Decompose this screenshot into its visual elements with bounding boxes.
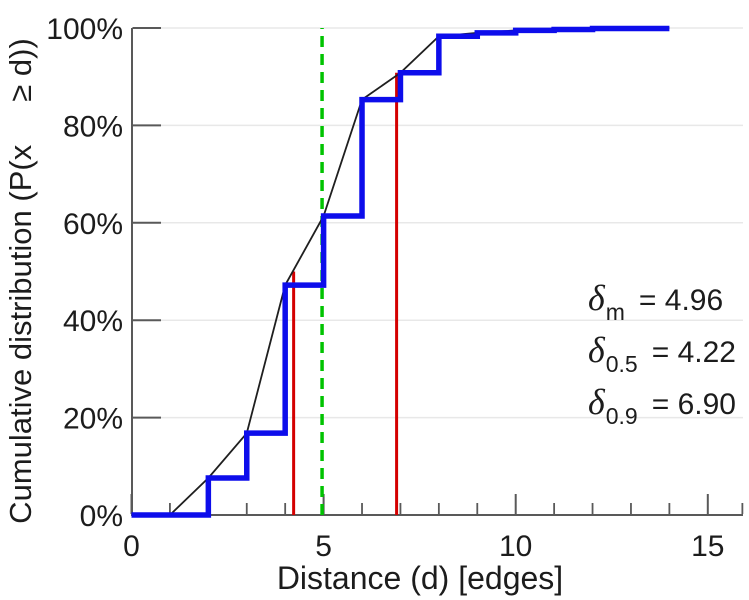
delta-subscript: m xyxy=(605,299,625,325)
y-axis-title: Cumulative distribution (P(x ≥ d)) xyxy=(3,38,38,524)
delta-value: = 4.96 xyxy=(638,284,724,317)
y-tick-label: 20% xyxy=(63,403,123,436)
cdf-step-line xyxy=(131,25,670,518)
x-tick-label: 0 xyxy=(123,530,140,563)
delta-value: = 6.90 xyxy=(651,388,736,421)
delta-symbol: δ xyxy=(588,330,605,370)
y-tick-label: 80% xyxy=(63,110,123,143)
x-axis-title: Distance (d) [edges] xyxy=(276,560,564,596)
y-tick-label: 40% xyxy=(63,305,123,338)
y-tick-label: 60% xyxy=(63,208,123,241)
stats-annotations: δm = 4.96 δ0.5 = 4.22 δ0.9 = 6.90 xyxy=(588,272,736,429)
delta-symbol: δ xyxy=(588,382,605,422)
delta-subscript: 0.9 xyxy=(605,403,638,429)
mean-annotation: δm = 4.96 xyxy=(588,272,736,325)
delta-symbol: δ xyxy=(588,278,605,318)
y-tick-label: 100% xyxy=(46,13,123,46)
y-tick-label: 0% xyxy=(80,500,123,533)
x-tick-label: 5 xyxy=(315,530,332,563)
delta-value: = 4.22 xyxy=(651,336,736,369)
p90-annotation: δ0.9 = 6.90 xyxy=(588,376,736,429)
median-annotation: δ0.5 = 4.22 xyxy=(588,324,736,377)
x-tick-label: 10 xyxy=(499,530,532,563)
delta-subscript: 0.5 xyxy=(605,351,638,377)
x-tick-label: 15 xyxy=(691,530,724,563)
